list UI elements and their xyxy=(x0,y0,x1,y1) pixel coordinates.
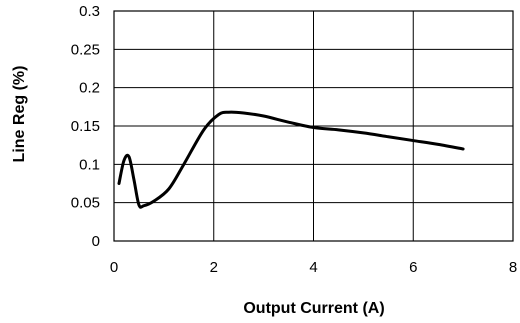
x-tick-label: 2 xyxy=(210,259,218,276)
y-axis-label: Line Reg (%) xyxy=(11,66,28,163)
y-tick-label: 0 xyxy=(92,233,100,250)
y-tick-label: 0.25 xyxy=(71,41,100,58)
y-tick-label: 0.2 xyxy=(79,80,100,97)
x-tick-label: 4 xyxy=(309,259,317,276)
x-axis-label: Output Current (A) xyxy=(243,300,384,317)
y-tick-label: 0.15 xyxy=(71,118,100,135)
y-tick-labels: 0 0.05 0.1 0.15 0.2 0.25 0.3 xyxy=(71,3,100,250)
y-tick-label: 0.3 xyxy=(79,3,100,20)
x-tick-labels: 0 2 4 6 8 xyxy=(110,259,517,276)
x-tick-label: 6 xyxy=(409,259,417,276)
x-tick-label: 8 xyxy=(509,259,517,276)
y-tick-label: 0.1 xyxy=(79,156,100,173)
x-tick-label: 0 xyxy=(110,259,118,276)
y-tick-label: 0.05 xyxy=(71,195,100,212)
grid-lines xyxy=(114,11,513,241)
